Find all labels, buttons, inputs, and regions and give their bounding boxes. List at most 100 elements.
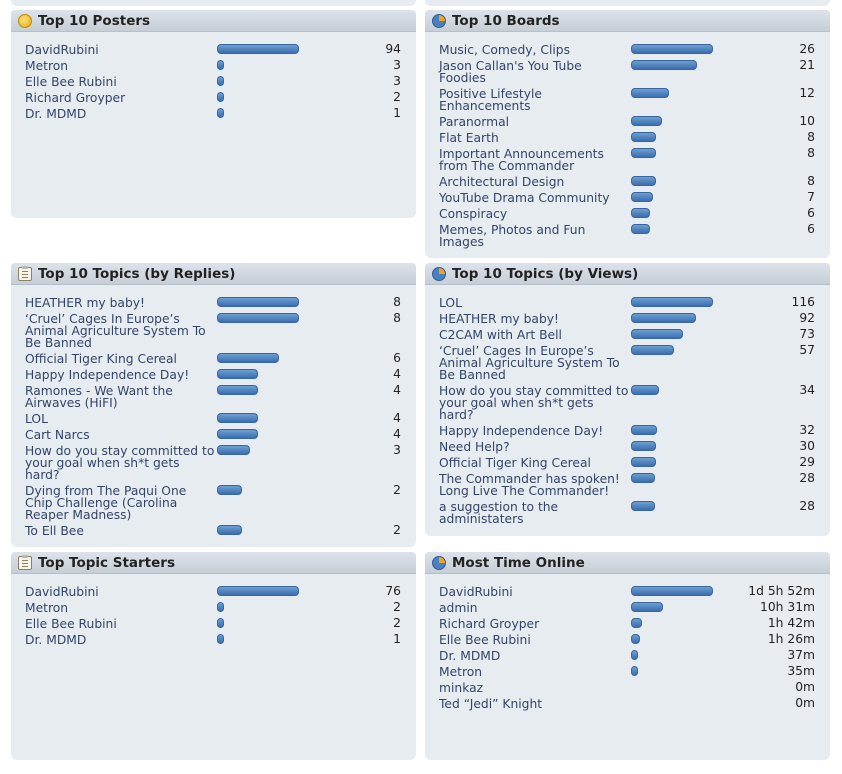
- stat-value: 35m: [787, 664, 815, 678]
- panel-body: LOL 116 HEATHER my baby! 92 C2CAM with Art B…: [425, 285, 830, 536]
- stat-name-link[interactable]: Flat Earth: [439, 130, 499, 145]
- stat-row: Memes, Photos and Fun Images 6: [425, 222, 830, 249]
- stat-value: 4: [393, 411, 401, 425]
- stat-bar: [631, 148, 656, 158]
- stat-name-link[interactable]: How do you stay committed to your goal w…: [439, 383, 629, 422]
- stat-bar: [631, 176, 656, 186]
- stat-name-link[interactable]: Happy Independence Day!: [25, 367, 190, 382]
- stat-row: admin 10h 31m: [425, 600, 830, 615]
- stat-row: How do you stay committed to your goal w…: [425, 383, 830, 422]
- panel-top-boards: Top 10 Boards Music, Comedy, Clips 26 Jason…: [425, 10, 830, 258]
- panel-body: DavidRubini 94 Metron 3 Elle Bee Rubini 3 Rich…: [11, 32, 416, 218]
- stat-value: 29: [799, 455, 815, 469]
- stat-bar: [631, 88, 669, 98]
- stat-name-link[interactable]: Dr. MDMD: [25, 106, 87, 121]
- stat-name-link[interactable]: Dying from The Paqui One Chip Challenge …: [25, 483, 187, 522]
- stat-name-link[interactable]: Ramones - We Want the Airwaves (HiFI): [25, 383, 173, 410]
- stat-name-link[interactable]: Metron: [25, 600, 69, 615]
- stat-name-link[interactable]: Important Announcements from The Command…: [439, 146, 604, 173]
- stat-name-link[interactable]: Need Help?: [439, 439, 510, 454]
- stat-name-link[interactable]: Architectural Design: [439, 174, 565, 189]
- stat-name-link[interactable]: Cart Narcs: [25, 427, 90, 442]
- stat-bar: [631, 618, 642, 628]
- stat-name-link[interactable]: Official Tiger King Cereal: [25, 351, 177, 366]
- stat-bar: [631, 116, 662, 126]
- stat-row: To Ell Bee 2: [11, 523, 416, 538]
- stat-bar: [631, 385, 659, 395]
- stat-name-link[interactable]: Paranormal: [439, 114, 510, 129]
- stat-name-link[interactable]: Music, Comedy, Clips: [439, 42, 570, 57]
- stat-name-link[interactable]: Richard Groyper: [25, 90, 126, 105]
- stat-name-link[interactable]: LOL: [439, 295, 462, 310]
- stat-name-link[interactable]: Positive Lifestyle Enhancements: [439, 86, 542, 113]
- panel-header: Top 10 Topics (by Views): [425, 263, 830, 285]
- panel-title: Most Time Online: [452, 554, 585, 571]
- stat-name-link[interactable]: Conspiracy: [439, 206, 508, 221]
- stat-name-link[interactable]: DavidRubini: [25, 584, 99, 599]
- stat-row: Happy Independence Day! 32: [425, 423, 830, 438]
- stat-value: 8: [393, 295, 401, 309]
- stat-name-link[interactable]: a suggestion to the administaters: [439, 499, 559, 526]
- stat-value: 1: [393, 632, 401, 646]
- stat-name-link[interactable]: Happy Independence Day!: [439, 423, 604, 438]
- coin-icon: [18, 13, 32, 28]
- stat-bar: [217, 60, 224, 70]
- stat-name-link[interactable]: Metron: [25, 58, 69, 73]
- stat-row: HEATHER my baby! 92: [425, 311, 830, 326]
- stat-bar: [217, 602, 224, 612]
- stat-name-link[interactable]: C2CAM with Art Bell: [439, 327, 562, 342]
- stat-value: 21: [799, 58, 815, 72]
- stat-name-link[interactable]: Dr. MDMD: [439, 648, 501, 663]
- stat-row: HEATHER my baby! 8: [11, 295, 416, 310]
- stat-name-link[interactable]: Official Tiger King Cereal: [439, 455, 591, 470]
- stat-name-link[interactable]: DavidRubini: [439, 584, 513, 599]
- stat-value: 3: [393, 443, 401, 457]
- stat-name-link[interactable]: ‘Cruel’ Cages In Europe’s Animal Agricul…: [439, 343, 620, 382]
- stat-name-link[interactable]: YouTube Drama Community: [439, 190, 610, 205]
- stat-name-link[interactable]: Memes, Photos and Fun Images: [439, 222, 586, 249]
- previous-section-bottom-right: [425, 0, 830, 6]
- stat-value: 28: [799, 499, 815, 513]
- stat-value: 3: [393, 74, 401, 88]
- stat-value: 6: [393, 351, 401, 365]
- stat-bar: [217, 313, 299, 323]
- stat-bar: [631, 313, 696, 323]
- stat-name-link[interactable]: The Commander has spoken! Long Live The …: [439, 471, 620, 498]
- stat-bar: [631, 224, 650, 234]
- stat-name-link[interactable]: Jason Callan's You Tube Foodies: [439, 58, 582, 85]
- stat-name-link[interactable]: Richard Groyper: [439, 616, 540, 631]
- stat-bar: [631, 60, 697, 70]
- stat-name-link[interactable]: HEATHER my baby!: [439, 311, 559, 326]
- stat-name-link[interactable]: LOL: [25, 411, 48, 426]
- stat-row: Dr. MDMD 1: [11, 632, 416, 647]
- stat-bar: [217, 297, 299, 307]
- stat-name-link[interactable]: Elle Bee Rubini: [25, 74, 117, 89]
- stat-row: Cart Narcs 4: [11, 427, 416, 442]
- stat-name-link[interactable]: DavidRubini: [25, 42, 99, 57]
- panel-header: Most Time Online: [425, 552, 830, 574]
- stat-row: Need Help? 30: [425, 439, 830, 454]
- stat-name-link[interactable]: ‘Cruel’ Cages In Europe’s Animal Agricul…: [25, 311, 206, 350]
- previous-section-bottom-left: [11, 0, 416, 6]
- panel-body: HEATHER my baby! 8 ‘Cruel’ Cages In Europe…: [11, 285, 416, 547]
- stat-name-link[interactable]: Dr. MDMD: [25, 632, 87, 647]
- stat-value: 12: [799, 86, 815, 100]
- stat-name-link[interactable]: Ted “Jedi” Knight: [439, 696, 543, 711]
- stat-name-link[interactable]: minkaz: [439, 680, 484, 695]
- stat-row: How do you stay committed to your goal w…: [11, 443, 416, 482]
- stat-bar: [217, 76, 224, 86]
- stat-bar: [631, 132, 656, 142]
- panel-title: Top Topic Starters: [38, 554, 175, 571]
- stat-name-link[interactable]: admin: [439, 600, 478, 615]
- stat-bar: [631, 345, 674, 355]
- stat-name-link[interactable]: Metron: [439, 664, 483, 679]
- pie-chart-icon: [432, 13, 446, 28]
- stat-row: Official Tiger King Cereal 29: [425, 455, 830, 470]
- stat-name-link[interactable]: HEATHER my baby!: [25, 295, 145, 310]
- stat-name-link[interactable]: Elle Bee Rubini: [25, 616, 117, 631]
- stat-row: Elle Bee Rubini 3: [11, 74, 416, 89]
- stat-name-link[interactable]: To Ell Bee: [25, 523, 84, 538]
- stat-name-link[interactable]: How do you stay committed to your goal w…: [25, 443, 215, 482]
- stat-name-link[interactable]: Elle Bee Rubini: [439, 632, 531, 647]
- stat-value: 2: [393, 523, 401, 537]
